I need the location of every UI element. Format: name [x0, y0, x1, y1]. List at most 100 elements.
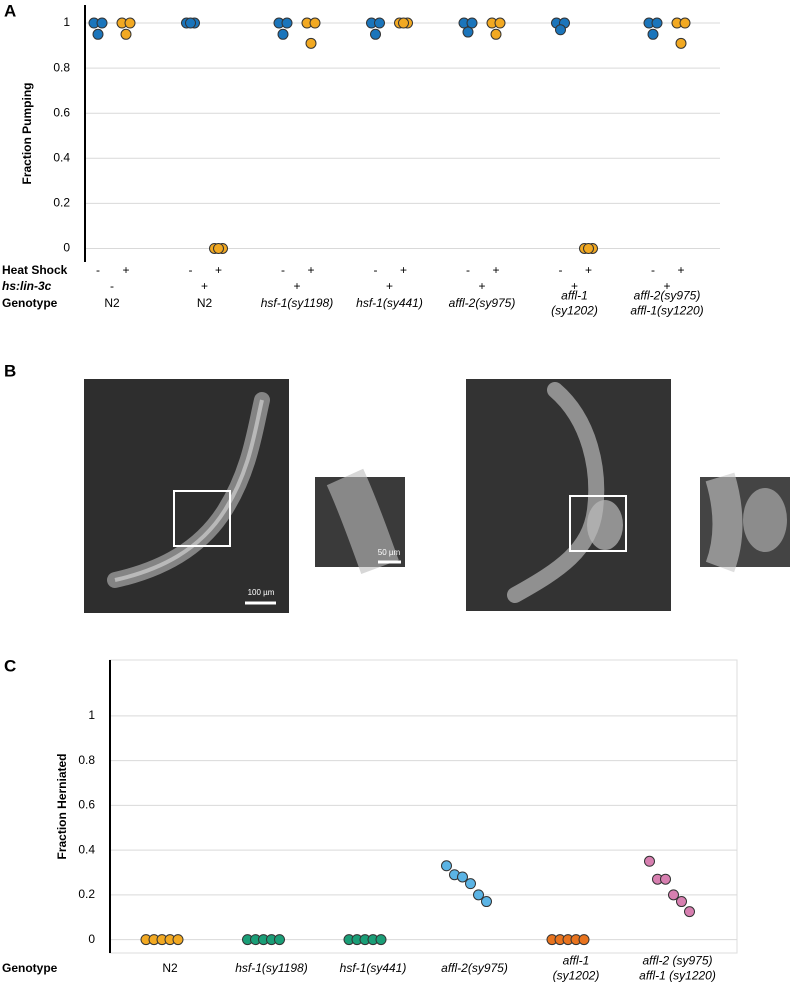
genotype-label: affl-1(sy1220): [630, 304, 703, 318]
data-point: [124, 17, 136, 29]
lin3c-label: +: [201, 279, 208, 293]
data-point: [274, 934, 285, 946]
heat-shock-label: -: [466, 263, 470, 277]
inset-left: 50 µm: [315, 468, 405, 574]
heat-shock-label: +: [677, 263, 684, 277]
y-axis-label: Fraction Pumping: [20, 83, 34, 185]
y-tick-label: 0.6: [53, 105, 70, 119]
data-point: [684, 906, 695, 918]
data-point: [481, 896, 492, 908]
micrograph-right: [466, 379, 671, 611]
plot-border: [109, 659, 738, 954]
data-point: [651, 17, 663, 29]
lin3c-label: +: [386, 279, 393, 293]
y-tick-label: 0.8: [53, 60, 70, 74]
row-label: hs:lin-3c: [2, 279, 52, 293]
y-tick-label: 0: [63, 241, 70, 255]
data-point: [398, 17, 409, 29]
lin3c-label: +: [478, 279, 485, 293]
data-point: [370, 28, 381, 40]
data-point: [465, 878, 476, 890]
row-label: Heat Shock: [2, 263, 68, 277]
genotype-label: affl-2(sy975): [441, 961, 508, 975]
row-label: Genotype: [2, 296, 58, 310]
heat-shock-label: -: [374, 263, 378, 277]
data-point: [374, 17, 385, 29]
data-point: [120, 28, 132, 40]
y-tick-label: 0.8: [78, 753, 95, 767]
data-point: [96, 17, 108, 29]
data-point: [555, 24, 566, 36]
heat-shock-label: +: [585, 263, 592, 277]
row-label: Genotype: [2, 961, 58, 975]
inset-right: [700, 472, 790, 573]
y-tick-label: 0.4: [78, 842, 95, 856]
data-point: [375, 934, 387, 946]
genotype-label: affl-1 (sy1220): [639, 969, 716, 983]
genotype-label: hsf-1(sy441): [356, 296, 423, 310]
data-point: [660, 873, 671, 885]
data-point: [92, 28, 104, 40]
data-point: [473, 889, 484, 901]
genotype-label: affl-2 (sy975): [642, 954, 712, 968]
micrograph-left: 100 µm: [84, 379, 289, 613]
data-point: [647, 28, 659, 40]
heat-shock-label: -: [189, 263, 193, 277]
genotype-label: N2: [162, 961, 178, 975]
data-point: [457, 871, 468, 883]
y-tick-label: 1: [88, 708, 95, 722]
scale-bar-label: 50 µm: [378, 548, 401, 557]
y-tick-label: 0.4: [53, 150, 70, 164]
panel-label: B: [4, 361, 16, 380]
data-point: [668, 889, 679, 901]
data-point: [309, 17, 321, 29]
heat-shock-label: -: [559, 263, 563, 277]
panel-label: A: [4, 1, 16, 20]
data-point: [213, 242, 224, 254]
genotype-label: hsf-1(sy441): [340, 961, 407, 975]
data-point: [676, 896, 687, 908]
heat-shock-label: -: [96, 263, 100, 277]
heat-shock-label: +: [400, 263, 407, 277]
data-point: [185, 17, 196, 29]
genotype-label: N2: [197, 296, 213, 310]
data-point: [644, 855, 655, 867]
y-tick-label: 0.2: [78, 887, 95, 901]
genotype-label: N2: [104, 296, 120, 310]
data-point: [462, 26, 474, 38]
y-axis-label: Fraction Herniated: [55, 753, 69, 859]
data-point: [281, 17, 293, 29]
data-point: [494, 17, 506, 29]
data-point: [583, 242, 594, 254]
data-point: [441, 860, 452, 872]
genotype-label: (sy1202): [553, 969, 600, 983]
y-tick-label: 0.6: [78, 798, 95, 812]
heat-shock-label: -: [651, 263, 655, 277]
data-point: [277, 28, 289, 40]
genotype-label: affl-2(sy975): [634, 289, 701, 303]
genotype-label: hsf-1(sy1198): [235, 961, 307, 975]
genotype-label: (sy1202): [551, 304, 598, 318]
genotype-label: affl-2(sy975): [449, 296, 516, 310]
y-tick-label: 0.2: [53, 196, 70, 210]
lin3c-label: +: [663, 279, 670, 293]
data-point: [679, 17, 691, 29]
data-point: [305, 37, 317, 49]
lin3c-label: -: [110, 279, 114, 293]
lin3c-label: +: [571, 279, 578, 293]
heat-shock-label: -: [281, 263, 285, 277]
data-point: [172, 934, 184, 946]
data-point: [578, 934, 590, 946]
genotype-label: hsf-1(sy1198): [261, 296, 333, 310]
genotype-label: affl-1: [563, 954, 590, 968]
heat-shock-label: +: [215, 263, 222, 277]
lin3c-label: +: [293, 279, 300, 293]
heat-shock-label: +: [307, 263, 314, 277]
data-point: [675, 37, 687, 49]
heat-shock-label: +: [492, 263, 499, 277]
data-point: [466, 17, 478, 29]
genotype-label: affl-1: [561, 289, 588, 303]
panel-label: C: [4, 656, 16, 675]
y-tick-label: 1: [63, 15, 70, 29]
